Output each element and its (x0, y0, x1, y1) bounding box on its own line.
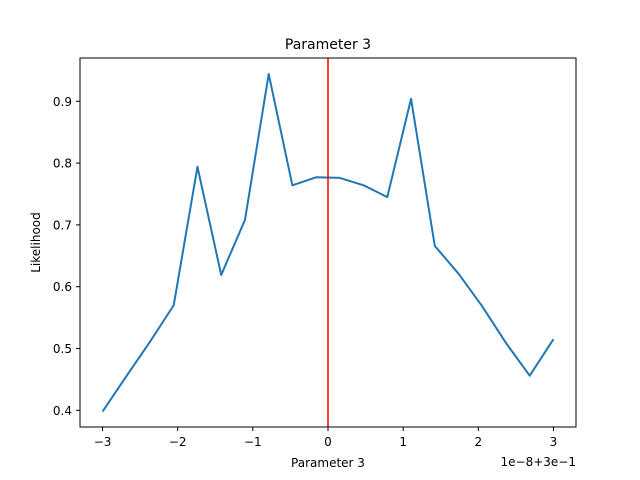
x-axis-offset-label: 1e−8+3e−1 (501, 455, 576, 469)
x-tick-label: 0 (324, 435, 332, 449)
x-tick-label: 2 (474, 435, 482, 449)
x-tick-label: −1 (244, 435, 262, 449)
x-tick-label: 1 (399, 435, 407, 449)
y-tick-label: 0.4 (53, 404, 72, 418)
plot-area (101, 58, 555, 427)
x-tick-label: 3 (550, 435, 558, 449)
x-axis-ticks: −3 −2 −1 0 1 2 3 (94, 427, 558, 449)
y-tick-label: 0.9 (53, 95, 72, 109)
y-axis-label: Likelihood (29, 212, 43, 273)
chart-title: Parameter 3 (285, 37, 371, 53)
y-tick-label: 0.5 (53, 342, 72, 356)
x-tick-label: −3 (94, 435, 112, 449)
x-axis-label: Parameter 3 (291, 456, 365, 470)
y-tick-label: 0.8 (53, 157, 72, 171)
x-tick-label: −2 (169, 435, 187, 449)
y-tick-label: 0.7 (53, 218, 72, 232)
y-tick-label: 0.6 (53, 280, 72, 294)
y-axis-ticks: 0.4 0.5 0.6 0.7 0.8 0.9 (53, 95, 80, 418)
